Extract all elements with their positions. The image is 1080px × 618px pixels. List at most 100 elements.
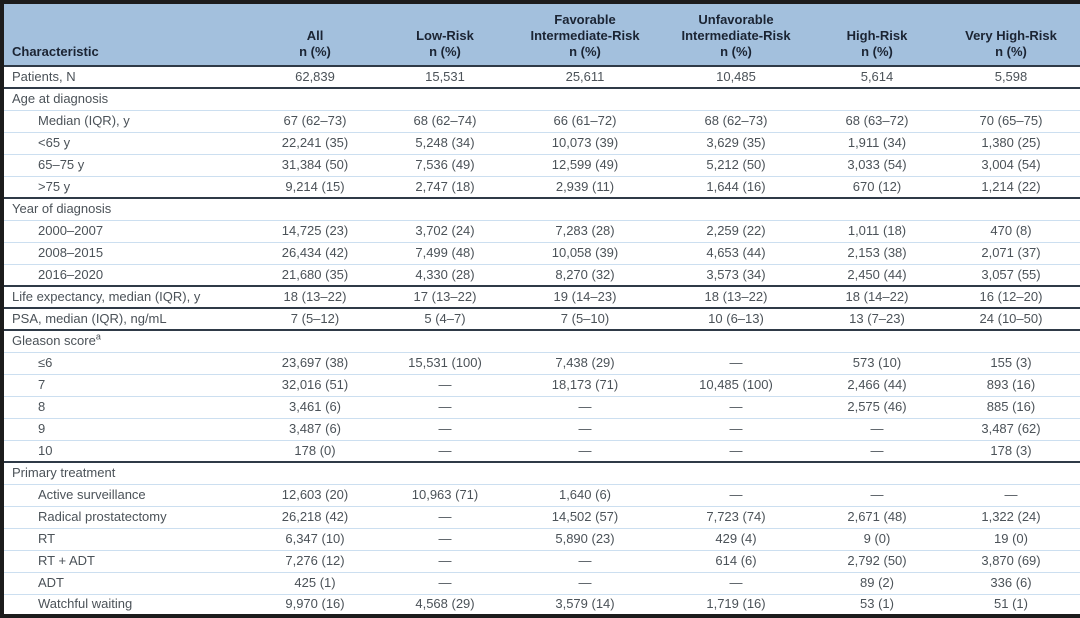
cell-value: 15,531 (100) xyxy=(408,354,482,370)
row-label: PSA, median (IQR), ng/mL xyxy=(12,310,167,326)
cell-value: 68 (63–72) xyxy=(845,112,909,128)
cell-value: 66 (61–72) xyxy=(553,112,617,128)
cell-value xyxy=(380,330,510,352)
cell-value: 18,173 (71) xyxy=(551,376,619,392)
cell-value: 1,011 (18) xyxy=(847,222,907,238)
cell-value xyxy=(812,330,942,352)
table-row: PSA, median (IQR), ng/mL 7 (5–12) 5 (4–7) 7… xyxy=(2,308,1080,330)
row-label: 8 xyxy=(38,398,46,414)
table-row: 10 178 (0) — — — — 178 (3) xyxy=(2,440,1080,462)
cell-value: 885 (16) xyxy=(986,398,1036,414)
row-label: ADT xyxy=(38,574,64,590)
cell-value: 5,598 xyxy=(994,68,1028,84)
cell-value xyxy=(812,462,942,484)
cell-value: 26,218 (42) xyxy=(281,508,349,524)
cell-value: — xyxy=(578,552,592,568)
cell-value: 2,259 (22) xyxy=(706,222,766,238)
cell-value: 2,671 (48) xyxy=(847,508,907,524)
row-label: Age at diagnosis xyxy=(12,91,109,107)
cell-value xyxy=(660,88,812,110)
cell-value: 21,680 (35) xyxy=(281,266,349,282)
cell-value xyxy=(380,88,510,110)
cell-value: 10 (6–13) xyxy=(708,310,764,326)
cell-value: 7,283 (28) xyxy=(555,222,615,238)
row-label: RT + ADT xyxy=(38,552,95,568)
cell-value: — xyxy=(870,486,884,502)
cell-value: 3,004 (54) xyxy=(981,156,1041,172)
cell-value: 9,970 (16) xyxy=(285,596,345,612)
cell-value: 3,033 (54) xyxy=(847,156,907,172)
table-header: Characteristic All n (%) Low-Risk n (%) Favor… xyxy=(2,2,1080,66)
cell-value: 24 (10–50) xyxy=(979,310,1043,326)
cell-value: 1,719 (16) xyxy=(706,596,766,612)
cell-value: 10,073 (39) xyxy=(551,134,619,150)
cell-value: — xyxy=(729,442,743,458)
cell-value: — xyxy=(578,420,592,436)
cell-value: 18 (13–22) xyxy=(704,288,768,304)
row-label: 10 xyxy=(38,442,53,458)
cell-value: 67 (62–73) xyxy=(283,112,347,128)
cell-value: 155 (3) xyxy=(990,354,1032,370)
column-header-title: High-Risk xyxy=(846,28,908,44)
cell-value: 425 (1) xyxy=(294,574,336,590)
cell-value: 3,870 (69) xyxy=(981,552,1041,568)
row-label: RT xyxy=(38,530,56,546)
cell-value: 2,792 (50) xyxy=(847,552,907,568)
cell-value: — xyxy=(438,398,452,414)
column-header-title: Characteristic xyxy=(12,44,99,60)
cell-value: 17 (13–22) xyxy=(413,288,477,304)
cell-value: 31,384 (50) xyxy=(281,156,349,172)
row-label: 2016–2020 xyxy=(38,266,104,282)
cell-value: — xyxy=(870,442,884,458)
table-row: Patients, N 62,839 15,531 25,611 10,485 5,614… xyxy=(2,66,1080,88)
cell-value: 5,614 xyxy=(860,68,894,84)
cell-value: 6,347 (10) xyxy=(285,530,345,546)
row-label: Year of diagnosis xyxy=(12,201,112,217)
cell-value: 1,911 (34) xyxy=(847,134,907,150)
table-row: Life expectancy, median (IQR), y 18 (13–2… xyxy=(2,286,1080,308)
cell-value xyxy=(660,198,812,220)
cell-value: 1,380 (25) xyxy=(981,134,1041,150)
cell-value: 2,575 (46) xyxy=(847,398,907,414)
cell-value: 336 (6) xyxy=(990,574,1032,590)
cell-value xyxy=(942,330,1080,352)
table-row: ADT 425 (1) — — — 89 (2) 336 (6) xyxy=(2,572,1080,594)
table-row: <65 y 22,241 (35) 5,248 (34) 10,073 (39) 3,6… xyxy=(2,132,1080,154)
cell-value: 3,487 (62) xyxy=(981,420,1041,436)
cell-value: 14,725 (23) xyxy=(281,222,349,238)
column-header-title: Favorable Intermediate-Risk xyxy=(530,12,640,44)
row-label: 65–75 y xyxy=(38,156,85,172)
cell-value: — xyxy=(729,420,743,436)
cell-value: 4,568 (29) xyxy=(415,596,475,612)
cell-value: 13 (7–23) xyxy=(849,310,905,326)
cell-value: 89 (2) xyxy=(860,574,894,590)
cell-value: 3,057 (55) xyxy=(981,266,1041,282)
cell-value: — xyxy=(438,530,452,546)
cell-value: — xyxy=(438,552,452,568)
cell-value: — xyxy=(729,398,743,414)
cell-value: — xyxy=(729,486,743,502)
cell-value: 7,438 (29) xyxy=(555,354,615,370)
table-body: Patients, N 62,839 15,531 25,611 10,485 5,614… xyxy=(2,66,1080,616)
cell-value: 25,611 xyxy=(565,68,605,84)
cell-value: — xyxy=(438,508,452,524)
cell-value: 7,536 (49) xyxy=(415,156,475,172)
cell-value: 7,499 (48) xyxy=(415,244,475,260)
cell-value: 4,653 (44) xyxy=(706,244,766,260)
cell-value xyxy=(812,198,942,220)
cell-value: 7 (5–12) xyxy=(290,310,340,326)
cell-value: 10,485 (100) xyxy=(699,376,773,392)
cell-value xyxy=(510,330,660,352)
cell-value: 2,747 (18) xyxy=(415,178,475,194)
cell-value: 2,153 (38) xyxy=(847,244,907,260)
cell-value: 3,702 (24) xyxy=(415,222,475,238)
column-header-sub: n (%) xyxy=(429,44,461,60)
cell-value: 26,434 (42) xyxy=(281,244,349,260)
section-row: Primary treatment xyxy=(2,462,1080,484)
cell-value: 1,322 (24) xyxy=(981,508,1041,524)
cell-value: 573 (10) xyxy=(852,354,902,370)
column-header-sub: n (%) xyxy=(995,44,1027,60)
cell-value: 19 (14–23) xyxy=(553,288,617,304)
cell-value: 12,599 (49) xyxy=(551,156,619,172)
